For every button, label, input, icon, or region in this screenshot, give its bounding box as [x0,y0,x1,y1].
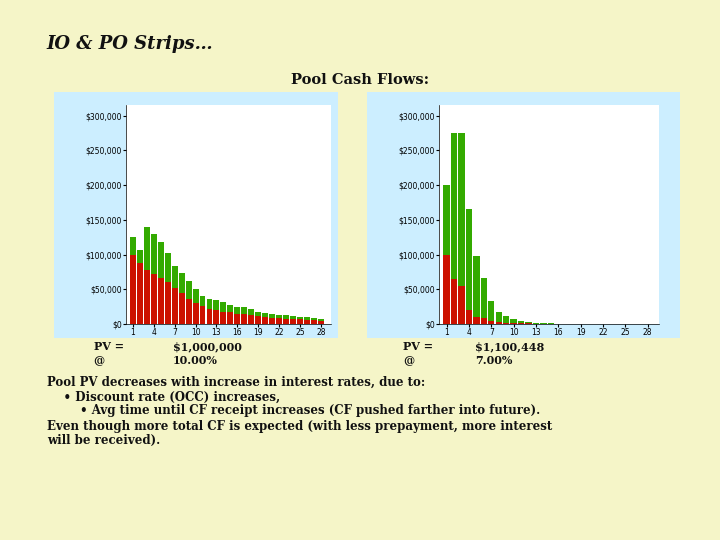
Bar [234,307,240,314]
Bar [283,319,289,324]
Bar [213,300,220,310]
Bar [283,315,289,319]
Bar [473,317,480,324]
Bar [199,306,205,324]
Bar [495,312,502,322]
Bar [451,133,457,279]
Bar [255,312,261,316]
Bar [503,322,509,324]
Text: $1,100,448: $1,100,448 [475,341,544,352]
Bar [228,312,233,324]
Text: Pool Cash Flows:: Pool Cash Flows: [291,73,429,87]
Bar [241,307,247,314]
Text: Even though more total CF is expected (with less prepayment, more interest: Even though more total CF is expected (w… [47,420,552,433]
Bar [481,319,487,324]
Text: @: @ [94,355,104,366]
Text: 10.00%: 10.00% [173,355,217,366]
Bar [276,315,282,319]
Bar [144,270,150,324]
Text: $1,000,000: $1,000,000 [173,341,242,352]
Bar [151,234,157,274]
Text: • Avg time until CF receipt increases (CF pushed farther into future).: • Avg time until CF receipt increases (C… [47,404,540,417]
Bar [290,319,296,324]
Bar [488,301,495,321]
Bar [213,310,220,324]
Text: IO & PO Strips…: IO & PO Strips… [47,35,213,53]
Bar [311,318,317,320]
Bar [241,314,247,324]
Bar [473,256,480,317]
Bar [165,282,171,324]
Bar [495,322,502,324]
Bar [193,289,199,303]
Text: PV =: PV = [403,341,433,352]
Bar [158,242,163,278]
Bar [488,321,495,324]
Bar [130,237,136,254]
Bar [186,281,192,299]
Bar [304,320,310,324]
Bar [466,210,472,310]
Bar [311,320,317,324]
Bar [262,317,268,324]
Bar [234,314,240,324]
Bar [481,278,487,319]
Bar [466,310,472,324]
Bar [518,323,524,324]
Bar [207,299,212,309]
Bar [503,316,509,322]
Bar [130,254,136,324]
Bar [193,303,199,324]
Bar [172,288,178,324]
Bar [269,318,275,324]
Bar [444,185,450,254]
Bar [228,305,233,312]
Bar [290,316,296,319]
Bar [510,323,517,324]
Bar [199,296,205,306]
Bar [144,227,150,270]
Bar [248,315,254,324]
Bar [220,302,226,312]
Bar [248,309,254,315]
Bar [186,299,192,324]
Bar [172,266,178,288]
Text: will be received).: will be received). [47,434,160,447]
Text: Pool PV decreases with increase in interest rates, due to:: Pool PV decreases with increase in inter… [47,375,425,388]
Bar [459,286,464,324]
Bar [220,312,226,324]
Bar [151,274,157,324]
Bar [304,318,310,320]
Bar [297,320,303,324]
Text: @: @ [403,355,414,366]
Bar [137,263,143,324]
Bar [451,279,457,324]
Bar [297,316,303,320]
Bar [165,253,171,282]
Bar [269,314,275,318]
Bar [179,293,184,324]
Bar [526,322,531,323]
Bar [207,309,212,324]
Text: 7.00%: 7.00% [475,355,513,366]
Bar [255,316,261,324]
Bar [510,319,517,323]
Bar [179,273,184,293]
Bar [459,133,464,286]
Text: PV =: PV = [94,341,124,352]
Bar [262,313,268,317]
Bar [276,319,282,324]
Bar [526,323,531,324]
Text: • Discount rate (OCC) increases,: • Discount rate (OCC) increases, [47,390,280,403]
Bar [444,254,450,324]
Bar [318,319,324,321]
Bar [318,321,324,324]
Bar [158,278,163,324]
Bar [137,251,143,263]
Bar [518,321,524,323]
